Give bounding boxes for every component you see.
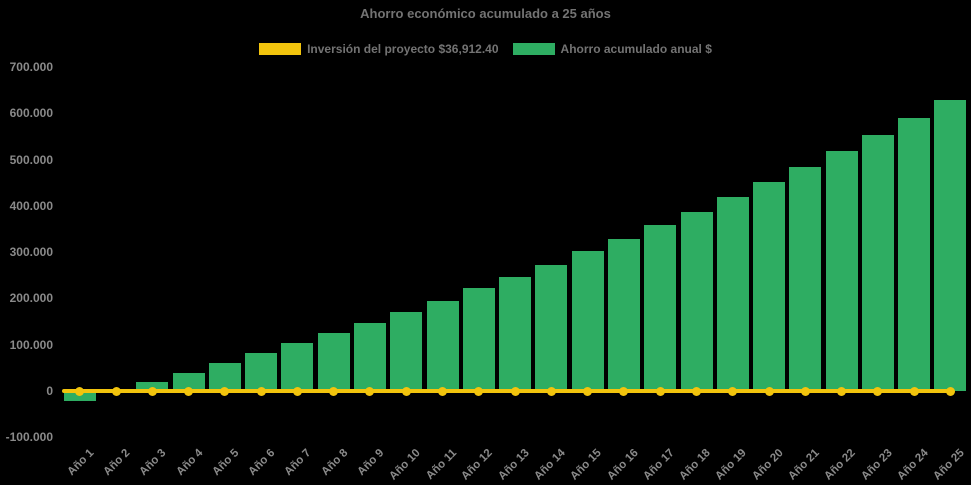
investment-point-13[interactable] (510, 386, 520, 396)
bar-ano-15[interactable] (571, 250, 604, 391)
chart-title: Ahorro económico acumulado a 25 años (360, 6, 611, 21)
x-tick-label: Año 22 (822, 447, 859, 483)
legend-label-inversion: Inversión del proyecto $36,912.40 (307, 42, 499, 56)
x-tick-label: Año 3 (137, 447, 169, 479)
investment-point-16[interactable] (619, 386, 629, 396)
investment-point-9[interactable] (365, 386, 375, 396)
bar-ano-1[interactable] (63, 391, 96, 401)
x-tick-label: Año 7 (282, 447, 314, 479)
investment-point-5[interactable] (220, 386, 230, 396)
y-tick-label: 500.000 (9, 152, 53, 167)
investment-point-20[interactable] (764, 386, 774, 396)
legend-item-inversion[interactable]: Inversión del proyecto $36,912.40 (259, 42, 499, 56)
bar-ano-23[interactable] (861, 134, 894, 391)
legend-label-ahorro: Ahorro acumulado anual $ (560, 42, 712, 56)
bar-ano-9[interactable] (353, 322, 386, 391)
x-tick-label: Año 20 (749, 447, 786, 483)
legend-swatch-green-icon (512, 43, 555, 55)
bar-ano-19[interactable] (716, 197, 749, 391)
x-tick-label: Año 5 (210, 447, 242, 479)
x-tick-label: Año 19 (713, 447, 750, 483)
investment-point-8[interactable] (329, 386, 339, 396)
y-tick-label: 300.000 (9, 245, 53, 260)
x-tick-label: Año 11 (423, 447, 459, 483)
bar-ano-13[interactable] (499, 276, 532, 391)
investment-point-22[interactable] (837, 386, 847, 396)
bar-ano-4[interactable] (172, 372, 205, 391)
investment-point-25[interactable] (945, 386, 955, 396)
bar-ano-17[interactable] (644, 225, 677, 391)
investment-point-15[interactable] (583, 386, 593, 396)
legend: Inversión del proyecto $36,912.40 Ahorro… (0, 42, 971, 56)
investment-point-7[interactable] (292, 386, 302, 396)
x-tick-label: Año 13 (495, 447, 532, 483)
investment-point-21[interactable] (800, 386, 810, 396)
investment-point-1[interactable] (75, 386, 85, 396)
x-tick-label: Año 17 (641, 447, 677, 483)
bar-ano-7[interactable] (281, 342, 314, 391)
bar-ano-12[interactable] (462, 287, 495, 391)
investment-point-14[interactable] (546, 386, 556, 396)
y-tick-label: 400.000 (9, 198, 53, 213)
investment-point-24[interactable] (909, 386, 919, 396)
legend-item-ahorro[interactable]: Ahorro acumulado anual $ (512, 42, 712, 56)
x-tick-label: Año 2 (101, 447, 133, 479)
x-tick-label: Año 6 (246, 447, 278, 479)
x-tick-label: Año 1 (65, 447, 97, 479)
x-tick-label: Año 15 (568, 447, 605, 483)
y-tick-label: 700.000 (9, 59, 53, 74)
x-tick-label: Año 8 (319, 447, 351, 479)
x-tick-label: Año 21 (786, 447, 822, 483)
x-tick-label: Año 14 (532, 447, 568, 483)
x-tick-label: Año 18 (677, 447, 713, 483)
bar-ano-11[interactable] (426, 300, 459, 391)
x-tick-label: Año 16 (604, 447, 641, 483)
bar-ano-22[interactable] (825, 151, 858, 391)
x-tick-label: Año 25 (931, 447, 967, 483)
investment-point-10[interactable] (401, 386, 411, 396)
investment-point-11[interactable] (438, 386, 447, 396)
bar-ano-6[interactable] (245, 352, 278, 391)
bar-ano-8[interactable] (317, 333, 350, 391)
x-tick-label: Año 12 (459, 447, 496, 483)
bar-ano-20[interactable] (753, 182, 785, 391)
y-tick-label: 100.000 (9, 337, 53, 352)
investment-point-2[interactable] (111, 386, 121, 396)
bar-ano-10[interactable] (390, 312, 423, 391)
investment-point-23[interactable] (873, 386, 883, 396)
investment-point-12[interactable] (474, 386, 484, 396)
legend-swatch-yellow-icon (259, 43, 302, 55)
bar-ano-5[interactable] (208, 363, 241, 391)
x-tick-label: Año 24 (894, 447, 931, 483)
x-tick-label: Año 23 (858, 447, 895, 483)
x-tick-label: Año 9 (355, 447, 387, 479)
investment-line (62, 389, 952, 393)
investment-point-17[interactable] (655, 386, 665, 396)
investment-point-6[interactable] (256, 386, 266, 396)
investment-point-18[interactable] (692, 386, 701, 396)
bar-ano-24[interactable] (898, 118, 931, 391)
y-tick-label: 0 (46, 384, 53, 398)
investment-point-4[interactable] (184, 386, 193, 396)
y-tick-label: 600.000 (9, 106, 53, 121)
bar-ano-18[interactable] (680, 211, 713, 391)
bar-ano-21[interactable] (789, 167, 822, 391)
y-tick-label: -100.000 (5, 430, 53, 445)
y-tick-label: 200.000 (9, 291, 53, 306)
investment-point-3[interactable] (147, 386, 157, 396)
bar-ano-14[interactable] (535, 265, 568, 391)
bar-ano-25[interactable] (934, 100, 967, 391)
x-tick-label: Año 10 (387, 447, 423, 483)
bar-ano-16[interactable] (607, 239, 640, 391)
investment-point-19[interactable] (728, 386, 738, 396)
x-tick-label: Año 4 (173, 447, 205, 479)
